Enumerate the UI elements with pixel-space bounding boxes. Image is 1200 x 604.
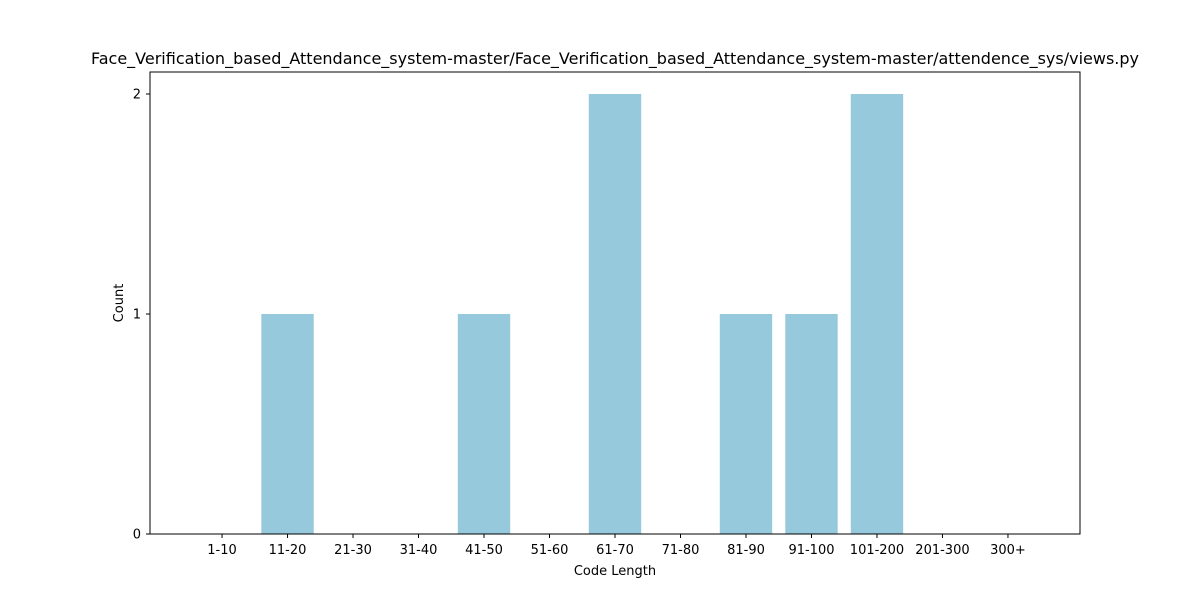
y-tick-label: 2 (133, 88, 141, 103)
bar-91-100 (785, 314, 838, 534)
x-tick-label: 101-200 (850, 543, 904, 558)
x-tick-label: 11-20 (269, 543, 307, 558)
x-axis: 1-10 11-20 21-30 31-40 41-50 51-60 61-70 71-80 8… (207, 534, 1026, 558)
x-tick-label: 91-100 (788, 543, 834, 558)
bar-11-20 (261, 314, 314, 534)
x-tick-label: 71-80 (662, 543, 700, 558)
bar-81-90 (719, 314, 773, 534)
x-tick-label: 300+ (990, 543, 1026, 558)
bar-101-200 (850, 94, 904, 534)
x-tick-label: 51-60 (531, 543, 569, 558)
x-tick-label: 21-30 (334, 543, 372, 558)
bar-61-70 (588, 94, 642, 534)
x-tick-label: 1-10 (207, 543, 237, 558)
x-axis-title: Code Length (574, 564, 656, 579)
y-tick-label: 0 (133, 528, 141, 543)
chart-title: Face_Verification_based_Attendance_syste… (91, 49, 1139, 69)
bars-layer (261, 94, 904, 534)
y-axis-title: Count (112, 284, 127, 323)
x-tick-label: 81-90 (727, 543, 765, 558)
bar-41-50 (457, 314, 511, 534)
x-tick-label: 41-50 (465, 543, 503, 558)
x-tick-label: 201-300 (915, 543, 969, 558)
x-tick-label: 31-40 (400, 543, 438, 558)
x-tick-label: 61-70 (596, 543, 634, 558)
y-axis: 0 1 2 (133, 88, 150, 543)
y-tick-label: 1 (133, 308, 141, 323)
